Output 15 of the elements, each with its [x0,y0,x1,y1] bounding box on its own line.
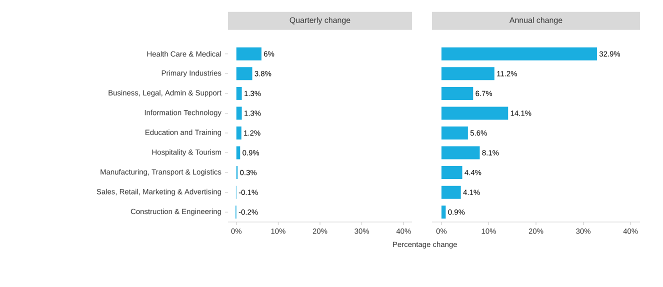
bar [441,106,508,120]
bar [441,206,446,219]
bar [236,126,242,140]
bar [441,126,468,140]
bar [441,47,597,60]
bar [236,106,242,120]
bar [236,67,252,80]
bar [441,186,461,199]
bar [441,146,480,160]
bar [441,67,494,80]
bar [236,86,242,100]
bar [236,47,262,60]
bar [441,166,462,180]
bar [236,146,240,160]
bar [441,86,474,100]
